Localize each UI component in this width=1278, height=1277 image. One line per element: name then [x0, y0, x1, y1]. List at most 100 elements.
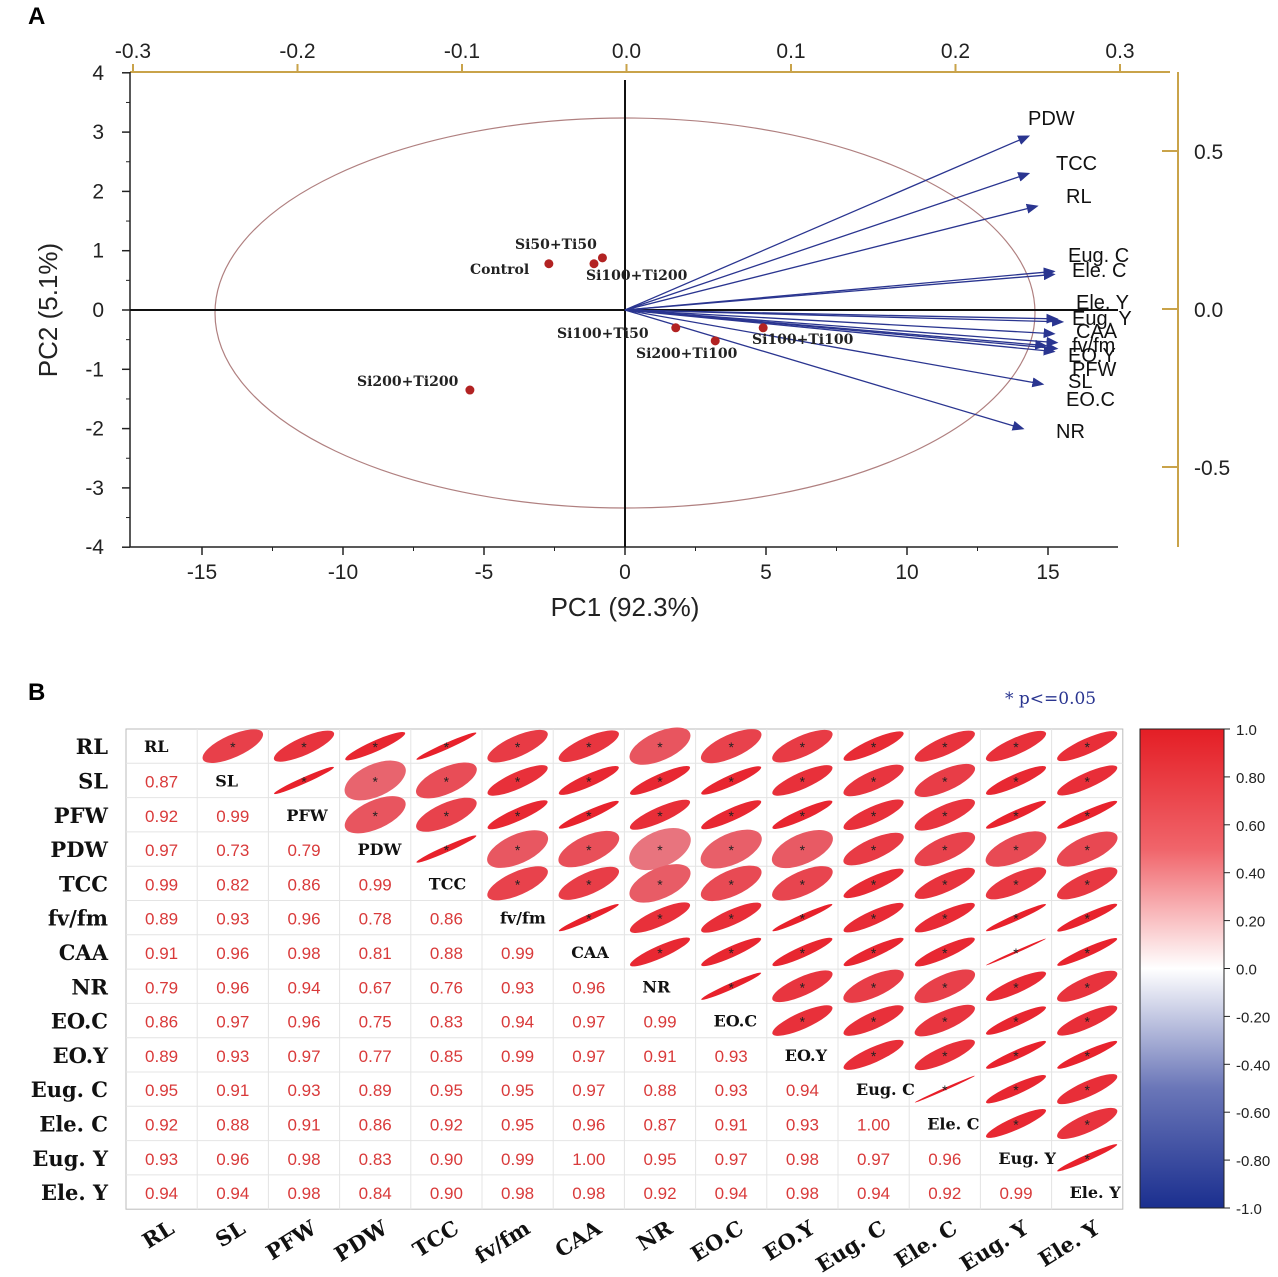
right-axis-tick-label: 0.0	[1194, 299, 1223, 322]
correlation-value: 0.91	[145, 944, 178, 963]
correlation-value: 0.89	[145, 910, 178, 929]
correlation-value: 0.97	[145, 841, 178, 860]
row-labels: RL SL PFW PDW TCC fv/fm CAA NR EO.C EO.Y Eug. C Ele…	[31, 734, 109, 1205]
loading-arrow	[624, 309, 1065, 327]
correlation-value: 0.97	[287, 1047, 320, 1066]
significance-marker: *	[1013, 945, 1019, 961]
loading-label: Eug. Y	[1072, 308, 1132, 330]
correlation-value: 0.86	[145, 1013, 178, 1032]
significance-marker: *	[942, 1014, 948, 1030]
correlation-value: 0.97	[572, 1047, 605, 1066]
correlation-ellipse	[629, 765, 691, 795]
correlation-ellipse	[1057, 731, 1118, 762]
correlation-ellipse	[1057, 1074, 1118, 1105]
significance-marker: *	[515, 842, 521, 858]
loading-arrow	[624, 270, 1056, 311]
significance-marker: *	[942, 979, 948, 995]
diagonal-label: Eug. Y	[998, 1149, 1056, 1168]
colorbar-tick-label: 0.20	[1236, 914, 1265, 931]
correlation-value: 0.99	[999, 1184, 1032, 1203]
significance-marker: *	[1013, 1014, 1019, 1030]
correlation-ellipse	[273, 730, 335, 762]
diagonal-label: PFW	[286, 806, 328, 825]
correlation-value: 0.92	[145, 1115, 178, 1134]
panel-label-b: B	[28, 679, 45, 706]
significance-marker: *	[728, 739, 734, 755]
correlation-ellipse	[985, 1074, 1047, 1104]
loading-label: PFW	[1072, 359, 1117, 381]
correlation-ellipse	[843, 799, 904, 831]
correlation-ellipse	[772, 765, 833, 796]
column-label: Ele. C	[890, 1215, 961, 1273]
score-point	[465, 385, 475, 395]
correlation-value: 0.99	[643, 1013, 676, 1032]
loading-label: fv/fm	[1072, 335, 1115, 357]
correlation-ellipse	[701, 766, 762, 795]
correlation-ellipse	[914, 937, 975, 967]
row-label: Ele. C	[39, 1111, 108, 1136]
score-points: Si50+Ti50 Control Si100+Ti200 Si100+Ti50 Si2…	[357, 237, 854, 395]
row-label: EO.C	[51, 1009, 108, 1034]
correlation-value: 0.88	[643, 1081, 676, 1100]
matrix-cells: RL * * * * * * * * * * * * * 0.87 SL * * * * * * * * * * * * 0.92 0.9…	[144, 727, 1121, 1203]
loading-label: CAA	[1076, 321, 1118, 343]
column-label: fv/fm	[470, 1215, 534, 1268]
y-tick-label: -1	[85, 358, 104, 381]
correlation-value: 0.82	[216, 875, 249, 894]
correlation-value: 0.96	[572, 1115, 605, 1134]
correlation-ellipse	[558, 765, 619, 795]
colorbar-tick-label: 1.0	[1236, 722, 1257, 739]
correlation-value: 0.97	[572, 1081, 605, 1100]
correlation-ellipse	[700, 729, 762, 764]
correlation-ellipse	[274, 766, 334, 795]
significance-marker: *	[515, 876, 521, 892]
correlation-value: 0.75	[359, 1013, 392, 1032]
loading-arrow	[624, 309, 1056, 356]
score-point-label: Si100+Ti100	[752, 332, 854, 348]
row-label: CAA	[59, 940, 109, 965]
significance-marker: *	[1084, 979, 1090, 995]
significance-marker: *	[444, 773, 450, 789]
significance-marker: *	[871, 945, 877, 961]
correlation-ellipse	[487, 729, 548, 763]
correlation-value: 0.97	[857, 1150, 890, 1169]
correlation-value: 0.98	[501, 1184, 534, 1203]
correlation-value: 0.93	[287, 1081, 320, 1100]
correlation-ellipse	[914, 763, 976, 798]
correlation-value: 0.99	[216, 807, 249, 826]
significance-marker: *	[1084, 1014, 1090, 1030]
y-axis-title: PC2 (5.1%)	[33, 243, 63, 377]
correlation-value: 0.99	[145, 875, 178, 894]
loading-arrow	[624, 135, 1031, 311]
significance-marker: *	[1084, 876, 1090, 892]
correlation-ellipse	[416, 835, 477, 863]
correlation-ellipse	[487, 830, 549, 868]
significance-marker: *	[942, 911, 948, 927]
correlation-value: 0.94	[501, 1013, 534, 1032]
significance-marker: *	[800, 808, 806, 824]
significance-marker: *	[1084, 1082, 1090, 1098]
x-axis-title: PC1 (92.3%)	[551, 592, 700, 622]
correlation-ellipse	[558, 904, 619, 932]
correlation-matrix: RL * * * * * * * * * * * * * 0.87 SL * * * * * * * * * * * * 0.92 0.9…	[31, 689, 1271, 1277]
correlation-ellipse	[1057, 903, 1118, 932]
loading-label: TCC	[1056, 153, 1097, 175]
significance-marker: *	[871, 808, 877, 824]
correlation-ellipse	[700, 829, 762, 869]
score-point-label: Si200+Ti200	[357, 374, 459, 390]
x-tick-label: 10	[895, 561, 918, 584]
correlation-ellipse	[985, 1108, 1047, 1138]
significance-marker: *	[657, 773, 663, 789]
colorbar-tick-label: -0.20	[1236, 1009, 1270, 1026]
correlation-ellipse	[487, 765, 548, 796]
correlation-ellipse	[344, 796, 406, 834]
loading-arrow	[624, 172, 1031, 311]
diagonal-label: RL	[144, 737, 169, 756]
correlation-ellipse	[771, 829, 833, 869]
column-label: SL	[211, 1215, 250, 1252]
correlation-value: 0.93	[715, 1047, 748, 1066]
correlation-value: 0.98	[786, 1150, 819, 1169]
correlation-value: 0.98	[287, 1150, 320, 1169]
correlation-ellipse	[1057, 800, 1118, 829]
